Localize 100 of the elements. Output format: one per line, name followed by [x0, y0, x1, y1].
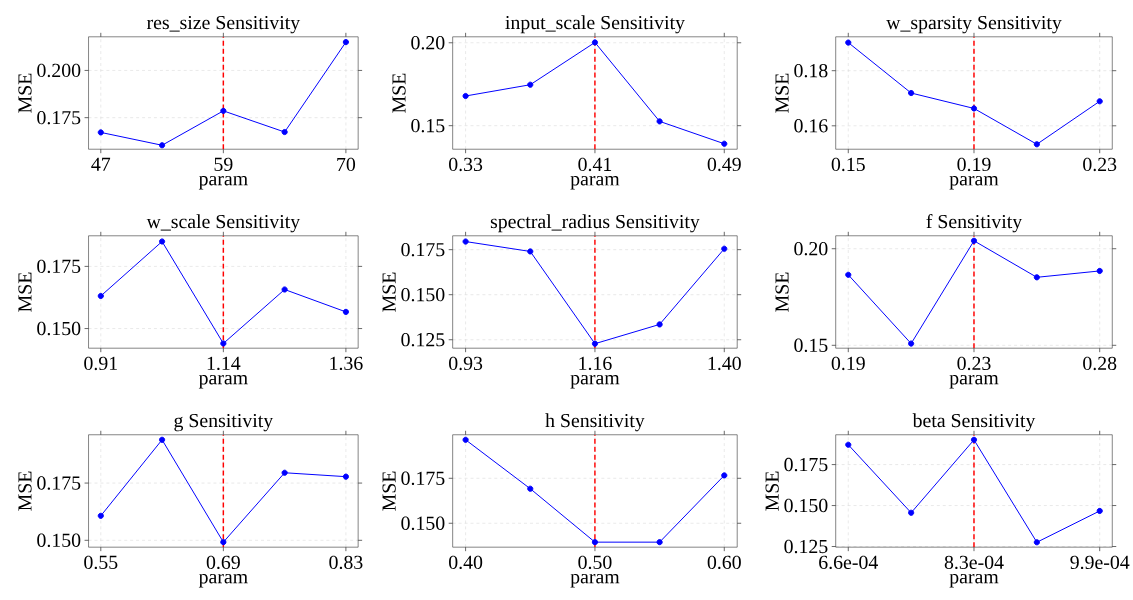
y-tick-label: 0.16: [794, 119, 828, 133]
chart-title: h Sensitivity: [545, 413, 645, 432]
x-tick-label: 0.33: [449, 157, 483, 172]
y-axis-title: MSE: [18, 73, 32, 113]
y-tick-label: 0.175: [37, 259, 81, 274]
x-tick-label: 0.91: [84, 356, 117, 371]
point: [97, 292, 104, 300]
x-tick-label: 0.41: [578, 157, 612, 172]
y-tick-label: 0.175: [401, 471, 445, 486]
chart-title: w_sparsity Sensitivity: [886, 15, 1062, 34]
point: [281, 286, 288, 293]
y-tick-label: 0.20: [794, 242, 828, 256]
point: [220, 340, 227, 347]
x-tick-label: 8.3e-04: [944, 555, 1004, 570]
x-tick-label: 70: [337, 157, 356, 172]
x-tick-label: 0.15: [831, 157, 865, 172]
chart-title: g Sensitivity: [174, 413, 274, 432]
point: [845, 441, 852, 448]
point: [845, 271, 852, 278]
x-tick-label: 0.50: [578, 555, 612, 570]
point: [908, 509, 915, 516]
y-axis-title: MSE: [382, 471, 396, 511]
x-tick-label: 0.49: [707, 157, 741, 172]
x-tick-label: 47: [91, 157, 111, 171]
point: [97, 512, 104, 519]
x-tick-label: 0.55: [84, 555, 118, 570]
point: [591, 39, 599, 46]
x-tick-label: 1.36: [330, 356, 363, 371]
x-tick-label: 0.23: [957, 356, 991, 371]
x-tick-label: 0.40: [449, 555, 483, 570]
y-axis-title: MSE: [775, 73, 789, 113]
point: [1096, 507, 1103, 515]
x-axis-title: param: [570, 176, 620, 190]
point: [845, 39, 852, 46]
point: [527, 485, 534, 492]
chart-title: beta Sensitivity: [912, 413, 1036, 432]
x-axis-title: param: [570, 375, 620, 389]
point: [462, 92, 469, 100]
point: [1096, 98, 1103, 105]
point: [220, 539, 227, 546]
y-axis-title: MSE: [18, 272, 32, 312]
x-tick-label: 6.6e-04: [819, 555, 878, 570]
point: [158, 142, 166, 149]
y-axis-title: MSE: [382, 272, 396, 312]
y-tick-label: 0.15: [794, 338, 828, 353]
y-tick-label: 0.175: [784, 457, 828, 472]
chart-title: spectral_radius Sensitivity: [490, 214, 700, 233]
y-tick-label: 0.175: [37, 110, 81, 125]
y-tick-label: 0.200: [37, 63, 81, 78]
chart-title: res_size Sensitivity: [146, 15, 301, 34]
point: [656, 118, 663, 125]
point: [1033, 274, 1040, 281]
point: [656, 321, 663, 328]
y-tick-label: 0.150: [784, 498, 828, 513]
chart-title: f Sensitivity: [926, 214, 1023, 233]
x-axis-title: param: [198, 573, 248, 588]
point: [1033, 141, 1040, 148]
point: [721, 245, 728, 252]
chart-title: input_scale Sensitivity: [505, 15, 685, 34]
x-tick-label: 0.28: [1083, 356, 1117, 371]
y-axis-title: MSE: [775, 272, 789, 312]
x-tick-label: 1.16: [579, 356, 612, 371]
point: [908, 340, 915, 347]
x-tick-label: 0.19: [831, 356, 865, 371]
point: [970, 436, 978, 443]
y-axis-title: MSE: [765, 471, 779, 511]
y-axis-title: MSE: [18, 471, 32, 511]
point: [342, 39, 349, 46]
x-tick-label: 0.93: [449, 356, 483, 371]
x-tick-label: 0.60: [707, 555, 741, 570]
point: [970, 237, 978, 244]
y-tick-label: 0.15: [411, 119, 445, 133]
y-tick-label: 0.150: [401, 516, 445, 531]
point: [158, 436, 166, 443]
x-tick-label: 1.14: [207, 356, 241, 371]
point: [970, 105, 978, 112]
point: [527, 81, 534, 88]
x-tick-label: 0.19: [957, 157, 991, 172]
y-tick-label: 0.125: [401, 333, 445, 347]
y-tick-label: 0.175: [401, 242, 445, 257]
point: [281, 128, 288, 136]
point: [220, 107, 227, 114]
y-axis-title: MSE: [392, 73, 406, 113]
y-tick-label: 0.175: [37, 476, 81, 490]
point: [342, 473, 349, 480]
point: [342, 308, 349, 316]
y-tick-label: 0.150: [37, 533, 81, 548]
x-tick-label: 1.40: [708, 356, 741, 371]
x-axis-title: param: [570, 573, 620, 588]
point: [281, 469, 288, 476]
chart-title: w_scale Sensitivity: [146, 214, 301, 233]
point: [591, 340, 599, 347]
y-tick-label: 0.150: [401, 288, 445, 302]
y-tick-label: 0.125: [784, 539, 828, 554]
point: [462, 238, 469, 245]
x-tick-label: 9.9e-04: [1070, 555, 1130, 570]
x-tick-label: 59: [214, 157, 233, 172]
x-axis-title: param: [198, 375, 248, 389]
point: [462, 436, 469, 443]
point: [591, 539, 599, 546]
